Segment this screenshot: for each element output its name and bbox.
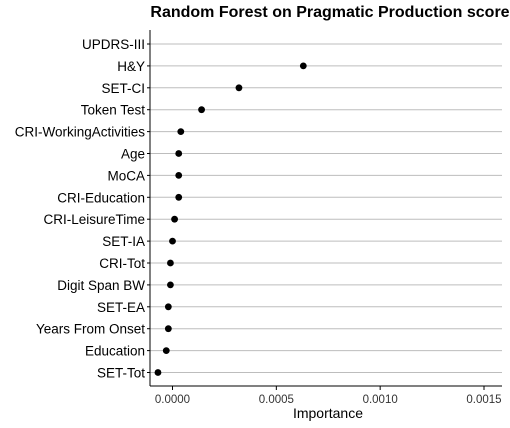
data-point (167, 259, 174, 267)
x-tick-label: 0.0000 (155, 394, 190, 406)
y-tick-label: SET-IA (102, 234, 145, 249)
y-tick-label: UPDRS-III (82, 37, 145, 52)
y-tick-label: CRI-WorkingActivities (15, 125, 146, 140)
data-point (164, 303, 172, 311)
x-tick-label: 0.0010 (363, 394, 398, 406)
y-tick-label: MoCA (107, 168, 145, 183)
data-point (175, 172, 183, 179)
data-point (177, 128, 185, 136)
y-tick-label: CRI-Education (57, 190, 145, 205)
y-tick-label: CRI-Tot (99, 256, 145, 271)
data-point (164, 325, 172, 333)
data-points (154, 62, 307, 376)
y-axis-labels: UPDRS-III H&Y SET-CI Token Test CRI-WorkingA… (15, 37, 150, 381)
y-tick-label: Education (85, 344, 145, 359)
y-tick-label: SET-Tot (97, 366, 145, 381)
y-tick-label: Years From Onset (36, 322, 145, 337)
data-point (171, 215, 178, 223)
y-tick-label: H&Y (117, 59, 145, 74)
y-tick-label: CRI-LeisureTime (43, 212, 145, 227)
gridlines (150, 43, 502, 373)
chart-title: Random Forest on Pragmatic Production sc… (150, 4, 509, 21)
y-tick-label: Age (121, 147, 145, 162)
data-point (154, 369, 162, 376)
data-point (299, 62, 307, 70)
x-axis-title: Importance (293, 405, 363, 421)
data-point (235, 84, 243, 92)
x-tick-label: 0.0005 (259, 394, 294, 406)
y-tick-label: Token Test (81, 103, 146, 118)
data-point (167, 281, 174, 289)
data-point (198, 106, 205, 114)
data-point (169, 237, 176, 245)
y-tick-label: SET-EA (97, 300, 145, 315)
data-point (175, 193, 183, 201)
data-point (162, 347, 170, 354)
y-tick-label: Digit Span BW (57, 278, 145, 293)
x-axis-ticks: 0.0000 0.0005 0.0010 0.0015 (155, 386, 502, 406)
x-tick-label: 0.0015 (466, 394, 501, 406)
y-tick-label: SET-CI (101, 81, 145, 96)
data-point (175, 150, 183, 157)
